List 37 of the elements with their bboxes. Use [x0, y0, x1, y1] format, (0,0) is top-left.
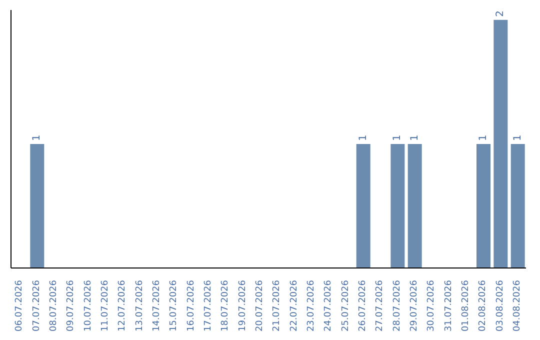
x-tick-label: 03.08.2026: [495, 280, 506, 332]
x-tick-label: 18.07.2026: [220, 280, 231, 332]
x-tick-label: 20.07.2026: [254, 280, 265, 332]
x-tick-label: 13.07.2026: [134, 280, 145, 332]
x-tick-label: 06.07.2026: [14, 280, 25, 332]
x-tick-label: 25.07.2026: [340, 280, 351, 332]
data-label: 1: [358, 134, 369, 141]
x-tick-label: 19.07.2026: [238, 280, 248, 332]
data-label: 1: [512, 134, 524, 141]
x-tick-label: 15.07.2026: [169, 280, 180, 332]
x-tick-label: 29.07.2026: [409, 280, 420, 332]
x-tick-label: 31.07.2026: [444, 280, 454, 332]
x-tick-label: 23.07.2026: [306, 280, 316, 332]
x-tick-label: 14.07.2026: [152, 280, 162, 332]
x-tick-label: 01.08.2026: [460, 280, 471, 332]
x-tick-label: 27.07.2026: [375, 280, 386, 332]
x-tick-label: 02.08.2026: [478, 280, 488, 332]
x-tick-label: 17.07.2026: [203, 280, 214, 332]
data-label: 2: [495, 10, 506, 17]
x-tick-label: 10.07.2026: [83, 280, 94, 332]
x-tick-label: 22.07.2026: [289, 280, 300, 332]
x-tick-label: 28.07.2026: [392, 280, 402, 332]
data-label: 1: [32, 134, 43, 141]
x-tick-label: 12.07.2026: [118, 280, 128, 332]
x-tick-label: 08.07.2026: [48, 280, 59, 332]
x-tick-label: 11.07.2026: [100, 280, 110, 332]
x-tick-label: 24.07.2026: [324, 280, 334, 332]
x-tick-label: 04.08.2026: [512, 280, 522, 332]
x-tick-label: 07.07.2026: [32, 280, 42, 332]
data-label: 1: [392, 134, 404, 141]
x-tick-label: 26.07.2026: [358, 280, 368, 332]
x-tick-label: 21.07.2026: [272, 280, 282, 332]
x-tick-label: 30.07.2026: [426, 280, 437, 332]
x-tick-label: 16.07.2026: [186, 280, 196, 332]
data-label: 1: [409, 134, 420, 141]
data-label: 1: [478, 134, 489, 141]
x-tick-label: 09.07.2026: [66, 280, 76, 332]
